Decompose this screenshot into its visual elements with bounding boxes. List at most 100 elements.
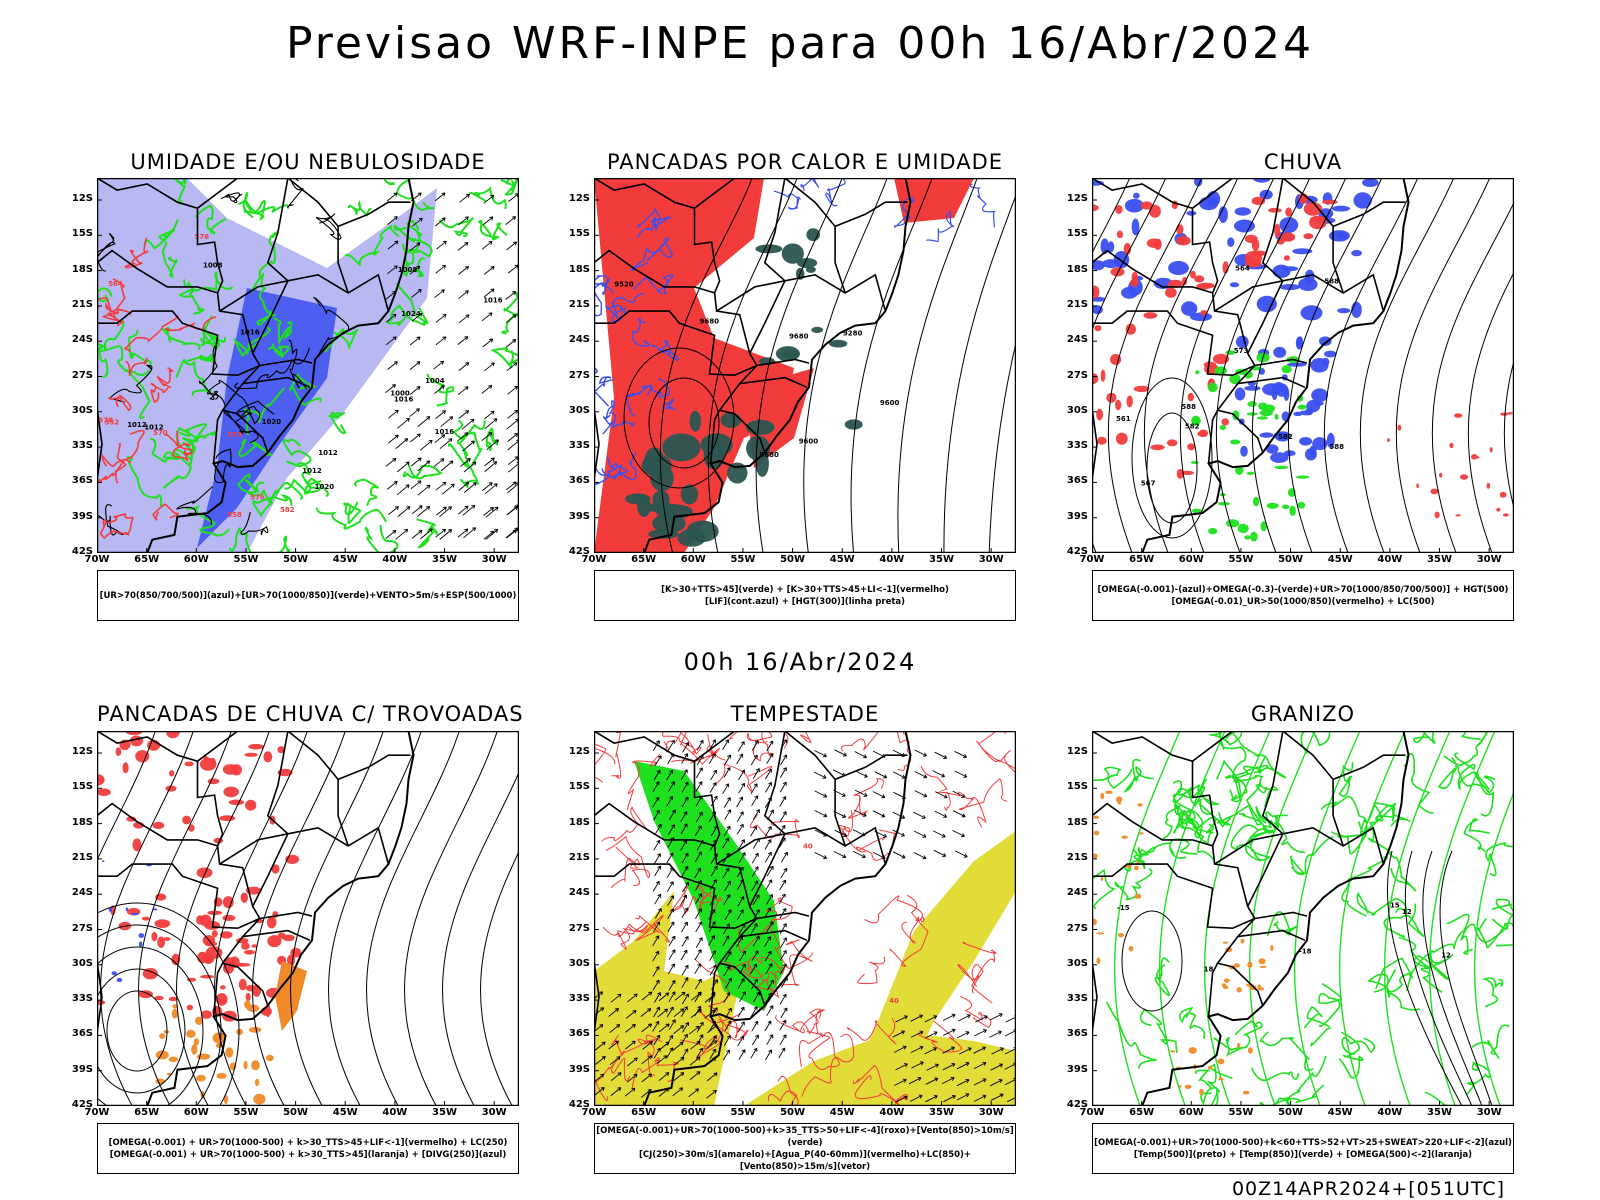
legend-line: [LIF](cont.azul) + [HGT(300)](linha pret… (704, 596, 906, 607)
lat-tick-label: 39S (568, 510, 590, 522)
lon-tick-label: 70W (581, 554, 607, 565)
lat-tick-label: 36S (1066, 475, 1088, 487)
map-panel-umidade: 1012 1012 1016 1020 1020 1016 1012 1016 1012 1008… (97, 178, 519, 553)
lat-tick-label: 18S (568, 816, 590, 828)
contour-label: 561 (1116, 415, 1131, 423)
lon-tick-label: 40W (879, 554, 905, 565)
lon-tick-label: 40W (1377, 1107, 1403, 1118)
lat-tick-label: 12S (1066, 746, 1088, 757)
contour-label: 1008 (398, 266, 418, 274)
contour-label: 40 (915, 916, 925, 924)
forecast-time-label: 00h 16/Abr/2024 (683, 648, 917, 676)
contour-label: 1012 (318, 449, 338, 457)
lat-tick-label: 12S (71, 193, 93, 204)
lon-tick-label: 30W (978, 554, 1004, 565)
contour-label: 582 (1278, 433, 1293, 441)
contour-label: 1000 (390, 390, 410, 398)
contour-label: 588 (1181, 403, 1196, 411)
lon-tick-label: 65W (631, 554, 657, 565)
legend-line: [OMEGA(-0.01)_UR>50(1000/850)(vermelho) … (1171, 596, 1435, 607)
contour-label: 40 (803, 843, 813, 851)
contour-label: 9280 (843, 329, 863, 337)
lat-tick-label: 42S (1066, 546, 1088, 557)
lat-tick-label: 27S (71, 922, 93, 934)
lon-tick-label: 40W (1377, 554, 1403, 565)
lat-tick-label: 24S (1066, 887, 1088, 899)
legend-line: [OMEGA(-0.001)-(azul)+OMEGA(-0.3)-(verde… (1097, 584, 1509, 595)
contour-label: 1020 (315, 483, 335, 491)
lon-tick-label: 55W (730, 1107, 756, 1118)
lat-tick-label: 30S (1066, 404, 1088, 416)
lat-tick-label: 18S (71, 816, 93, 828)
lon-tick-label: 60W (1178, 1107, 1204, 1118)
lon-tick-label: 65W (1129, 554, 1155, 565)
contour-label: 1012 (127, 421, 147, 429)
contour-label: 1016 (240, 329, 260, 337)
lat-tick-label: 42S (568, 1099, 590, 1110)
lat-tick-label: 30S (568, 404, 590, 416)
lat-tick-label: 27S (71, 369, 93, 381)
lat-tick-label: 15S (1066, 228, 1088, 240)
contour-label: 570 (153, 429, 168, 437)
lat-tick-label: 33S (568, 993, 590, 1005)
lon-tick-label: 50W (283, 1107, 309, 1118)
map-panel-tempestade: 40 40 40 (594, 731, 1016, 1106)
lat-tick-label: 42S (71, 546, 93, 557)
lon-tick-label: 50W (780, 554, 806, 565)
lat-tick-label: 12S (71, 746, 93, 757)
lat-tick-label: 15S (1066, 781, 1088, 793)
lon-tick-label: 55W (1228, 554, 1254, 565)
lon-tick-label: 70W (581, 1107, 607, 1118)
map-panel-pancadas-calor: 9680 9600 9520 9680 9680 9280 9600 (594, 178, 1016, 553)
map-panel-pancadas-trovoadas (97, 731, 519, 1106)
lat-tick-label: 36S (568, 1028, 590, 1040)
lon-tick-label: 45W (332, 554, 358, 565)
lat-tick-label: 39S (1066, 510, 1088, 522)
lon-tick-label: 60W (1178, 554, 1204, 565)
legend-line: [K>30+TTS>45](verde) + [K>30+TTS>45+LI<-… (661, 584, 949, 595)
lat-tick-label: 36S (568, 475, 590, 487)
lat-tick-label: 21S (1066, 851, 1088, 863)
lon-tick-label: 65W (631, 1107, 657, 1118)
contour-label: 567 (1141, 479, 1156, 487)
contour-label: 573 (1234, 347, 1249, 355)
lon-tick-label: 35W (929, 1107, 954, 1118)
legend-chuva: [OMEGA(-0.001)-(azul)+OMEGA(-0.3)-(verde… (1092, 570, 1514, 621)
contour-label: 570 (98, 416, 113, 424)
lon-tick-label: 30W (1476, 1107, 1502, 1118)
lat-tick-label: 24S (1066, 334, 1088, 346)
contour-label: 582 (280, 506, 295, 514)
contour-label: 1004 (425, 377, 445, 385)
contour-label: -18 (1299, 948, 1312, 956)
lat-tick-label: 42S (1066, 1099, 1088, 1110)
lon-tick-label: 50W (283, 554, 309, 565)
lat-tick-label: 30S (71, 957, 93, 969)
contour-label: 1016 (483, 296, 503, 304)
lat-tick-label: 18S (1066, 263, 1088, 275)
lon-tick-label: 50W (1278, 1107, 1304, 1118)
lon-tick-label: 35W (432, 1107, 457, 1118)
lat-tick-label: 24S (568, 887, 590, 899)
contour-label: 1012 (144, 423, 164, 431)
lon-tick-label: 30W (481, 554, 507, 565)
legend-line: [UR>70(850/700/500)](azul)+[UR>70(1000/8… (99, 590, 517, 601)
contour-label: 1012 (302, 467, 322, 475)
lon-tick-label: 35W (1427, 554, 1452, 565)
lon-tick-label: 65W (134, 554, 160, 565)
contour-label: 576 (250, 494, 265, 502)
contour-label: 1016 (435, 428, 455, 436)
main-title: Previsao WRF-INPE para 00h 16/Abr/2024 (285, 18, 1314, 69)
lon-tick-label: 65W (1129, 1107, 1155, 1118)
lat-tick-label: 33S (71, 440, 93, 452)
lon-tick-label: 45W (1327, 554, 1353, 565)
lon-tick-label: 45W (829, 554, 855, 565)
lon-tick-label: 40W (382, 1107, 408, 1118)
contour-label: 18 (1204, 965, 1214, 973)
lon-tick-label: 45W (1327, 1107, 1353, 1118)
legend-line: [OMEGA(-0.001)+UR>70(1000-500)+k>35_TTS>… (596, 1125, 1014, 1148)
legend-pancadas-calor: [K>30+TTS>45](verde) + [K>30+TTS>45+LI<-… (594, 570, 1016, 621)
lon-tick-label: 70W (1079, 1107, 1105, 1118)
lat-tick-label: 21S (1066, 298, 1088, 310)
lon-tick-label: 55W (1228, 1107, 1254, 1118)
lon-tick-label: 70W (84, 1107, 110, 1118)
